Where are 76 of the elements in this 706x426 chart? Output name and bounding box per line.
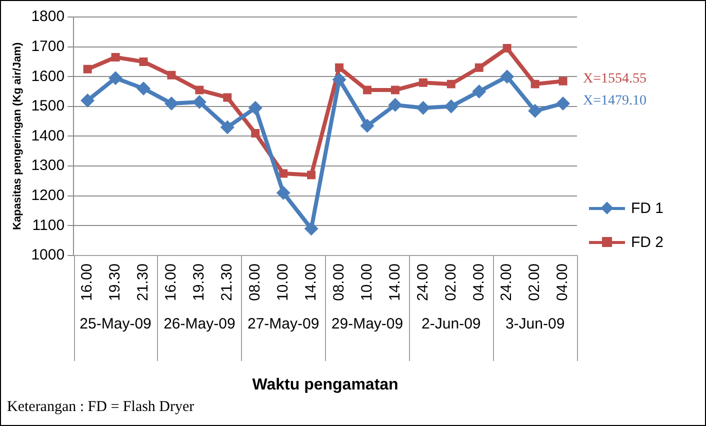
point — [276, 186, 290, 200]
text: X=1554.55 — [583, 72, 647, 87]
x-tick-label: 10.00 — [274, 263, 292, 302]
point — [223, 93, 232, 102]
point — [248, 100, 262, 115]
y-tick-label: 1600 — [31, 68, 65, 85]
x-tick-label: 04.00 — [470, 263, 488, 302]
x-tick-label: 19.30 — [106, 263, 124, 302]
x-tick-label: 10.00 — [358, 263, 376, 302]
point — [388, 98, 402, 112]
x-tick-label: 02.00 — [526, 263, 544, 302]
point — [136, 82, 150, 96]
point — [418, 78, 428, 87]
point — [502, 44, 512, 53]
point — [472, 84, 486, 99]
point — [528, 104, 542, 118]
x-tick-label: 02.00 — [442, 263, 460, 302]
x-tick-label: 04.00 — [554, 263, 572, 302]
x-axis-title: Waktu pengamatan — [252, 376, 398, 394]
point — [164, 96, 178, 110]
y-tick-label: 1500 — [31, 98, 65, 115]
x-tick-label: 16.00 — [162, 263, 180, 302]
x-tick-label: 14.00 — [302, 263, 320, 302]
y-tick-label: 1300 — [31, 157, 65, 174]
y-tick-label: 1200 — [31, 186, 65, 204]
text: 2-Jun-09 — [422, 316, 481, 333]
point — [279, 169, 288, 178]
point — [80, 93, 95, 108]
point — [195, 86, 204, 94]
point — [444, 99, 458, 114]
point — [332, 72, 346, 87]
x-tick-label: 08.00 — [246, 263, 264, 302]
point — [192, 94, 206, 109]
point — [139, 57, 148, 66]
text: 27-May-09 — [247, 316, 320, 333]
point — [307, 170, 316, 180]
point — [530, 80, 540, 88]
x-tick-label: 24.00 — [414, 263, 432, 302]
point — [111, 53, 120, 62]
y-tick-label: 1800 — [31, 8, 65, 26]
x-tick-label: 21.30 — [134, 263, 152, 302]
point — [251, 129, 260, 138]
text: Keterangan : FD = Flash Dryer — [7, 399, 194, 416]
point — [83, 64, 92, 74]
point — [500, 70, 514, 84]
text: 26-May-09 — [164, 316, 236, 333]
point — [108, 71, 123, 86]
y-tick-label: 1400 — [31, 127, 65, 144]
point — [556, 96, 570, 110]
legend-label: FD 1 — [631, 200, 664, 216]
x-tick-label: 16.00 — [78, 263, 96, 302]
point — [360, 118, 374, 133]
point — [304, 222, 318, 236]
x-tick-label: 14.00 — [386, 263, 404, 302]
text: 25-May-09 — [80, 316, 152, 333]
x-tick-label: 19.30 — [190, 263, 208, 302]
y-tick-label: 1100 — [32, 216, 65, 234]
text: 3-Jun-09 — [505, 316, 565, 333]
point — [416, 100, 430, 115]
point — [390, 86, 400, 94]
point — [220, 120, 234, 134]
point — [167, 70, 176, 80]
point — [335, 63, 344, 72]
text: 29-May-09 — [331, 316, 404, 333]
y-tick-label: 1700 — [31, 38, 65, 55]
point — [446, 80, 456, 88]
y-axis-title: Kapasitas pengeringan (Kg air/Jam) — [12, 42, 24, 230]
point — [362, 86, 372, 94]
x-tick-label: 24.00 — [498, 263, 516, 302]
y-tick-label: 1000 — [31, 246, 65, 264]
point — [558, 76, 568, 86]
point — [474, 63, 484, 72]
x-tick-label: 21.30 — [218, 263, 236, 302]
text: X=1479.10 — [583, 94, 647, 109]
legend-label: FD 2 — [631, 234, 664, 250]
x-tick-label: 08.00 — [330, 263, 348, 302]
